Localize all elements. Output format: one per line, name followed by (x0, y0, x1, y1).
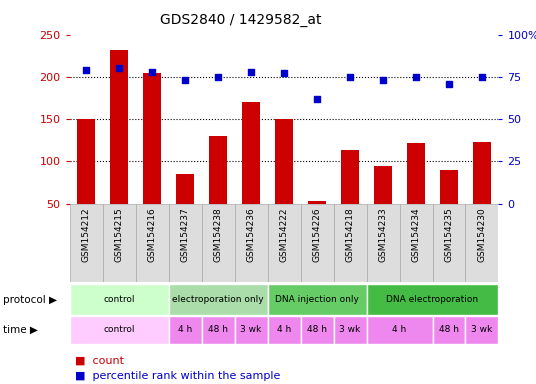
Text: GSM154237: GSM154237 (181, 207, 190, 262)
Text: GSM154218: GSM154218 (346, 207, 354, 262)
Text: 48 h: 48 h (307, 325, 327, 334)
Bar (367, 316, 433, 344)
Bar (267, 284, 367, 315)
Bar (367, 284, 498, 315)
Bar (70, 204, 103, 282)
Bar (267, 204, 301, 282)
Text: GSM154226: GSM154226 (312, 207, 322, 262)
Bar (333, 316, 367, 344)
Bar (275, 119, 293, 204)
Text: DNA injection only: DNA injection only (275, 295, 359, 304)
Text: GSM154215: GSM154215 (115, 207, 124, 262)
Point (379, 77, 388, 83)
Text: control: control (103, 295, 135, 304)
Point (445, 81, 453, 87)
Point (181, 77, 189, 83)
Bar (103, 204, 136, 282)
Point (313, 96, 322, 102)
Text: ■  percentile rank within the sample: ■ percentile rank within the sample (75, 371, 280, 381)
Bar (399, 204, 433, 282)
Point (82, 67, 91, 73)
Text: GSM154222: GSM154222 (280, 207, 288, 262)
Bar (143, 73, 161, 204)
Bar (70, 284, 169, 315)
Bar (70, 316, 169, 344)
Point (346, 74, 354, 80)
Text: GSM154216: GSM154216 (147, 207, 157, 262)
Bar (110, 50, 128, 204)
Point (148, 69, 157, 75)
Point (280, 70, 288, 76)
Bar (440, 170, 458, 204)
Point (115, 65, 123, 71)
Text: 3 wk: 3 wk (339, 325, 361, 334)
Bar (465, 204, 498, 282)
Bar (267, 316, 301, 344)
Bar (465, 316, 498, 344)
Text: 48 h: 48 h (439, 325, 459, 334)
Text: time ▶: time ▶ (3, 325, 38, 335)
Bar (202, 316, 235, 344)
Bar (433, 204, 465, 282)
Point (412, 74, 420, 80)
Text: GSM154236: GSM154236 (247, 207, 256, 262)
Point (214, 74, 222, 80)
Text: 3 wk: 3 wk (471, 325, 493, 334)
Text: GSM154238: GSM154238 (214, 207, 222, 262)
Bar (374, 166, 392, 204)
Text: control: control (103, 325, 135, 334)
Bar (341, 150, 359, 204)
Text: GSM154230: GSM154230 (478, 207, 487, 262)
Bar (136, 204, 169, 282)
Point (478, 74, 486, 80)
Text: 48 h: 48 h (208, 325, 228, 334)
Bar (202, 204, 235, 282)
Text: GDS2840 / 1429582_at: GDS2840 / 1429582_at (160, 13, 322, 27)
Bar (169, 204, 202, 282)
Text: electroporation only: electroporation only (172, 295, 264, 304)
Text: GSM154212: GSM154212 (81, 207, 91, 262)
Bar (235, 204, 267, 282)
Bar (308, 201, 326, 204)
Text: 4 h: 4 h (277, 325, 291, 334)
Text: GSM154233: GSM154233 (378, 207, 388, 262)
Bar (169, 316, 202, 344)
Bar (242, 102, 260, 204)
Bar (235, 316, 267, 344)
Bar (77, 119, 95, 204)
Bar (367, 204, 399, 282)
Text: 4 h: 4 h (178, 325, 192, 334)
Text: protocol ▶: protocol ▶ (3, 295, 57, 305)
Text: GSM154234: GSM154234 (412, 207, 421, 262)
Point (247, 69, 255, 75)
Bar (176, 174, 194, 204)
Text: 3 wk: 3 wk (241, 325, 262, 334)
Text: GSM154235: GSM154235 (444, 207, 453, 262)
Bar (333, 204, 367, 282)
Bar (209, 136, 227, 204)
Text: ■  count: ■ count (75, 356, 124, 366)
Bar (473, 142, 491, 204)
Text: DNA electroporation: DNA electroporation (386, 295, 479, 304)
Bar (407, 143, 425, 204)
Bar (301, 316, 333, 344)
Bar (433, 316, 465, 344)
Text: 4 h: 4 h (392, 325, 407, 334)
Bar (301, 204, 333, 282)
Bar (169, 284, 267, 315)
